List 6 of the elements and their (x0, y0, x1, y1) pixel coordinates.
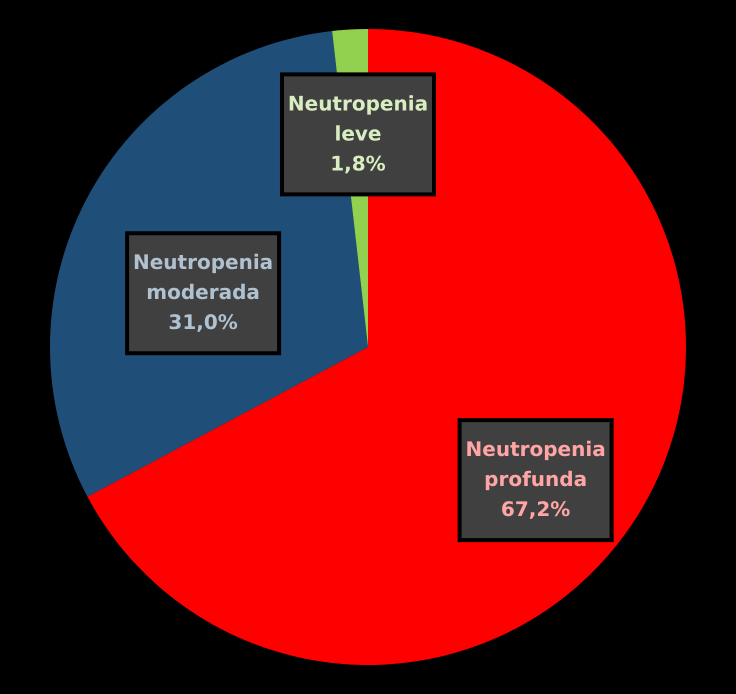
data-label: 1,8% (330, 151, 386, 176)
slice-label: Neutropenia leve (288, 91, 428, 146)
slice-label: Neutropenia moderada (133, 250, 274, 304)
slice-label: Neutropenia profunda (466, 437, 606, 492)
data-label: 31,0% (168, 310, 238, 334)
data-label: 67,2% (500, 497, 570, 522)
